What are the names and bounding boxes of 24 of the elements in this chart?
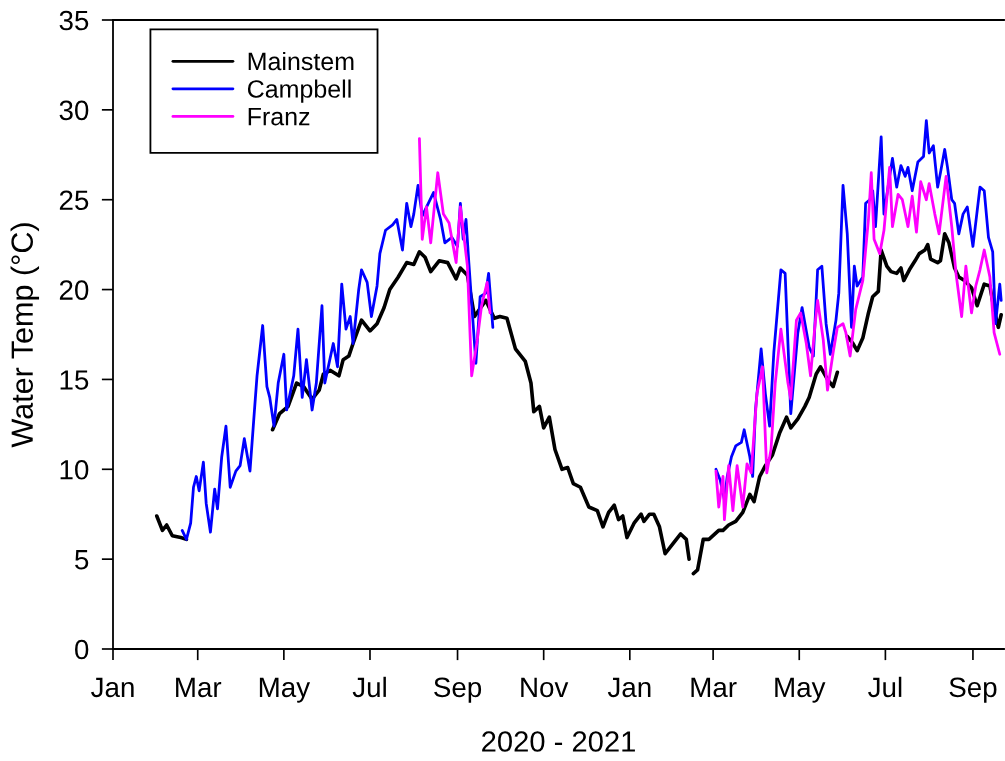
y-tick-label: 20 [59, 280, 89, 300]
x-axis-title: 2020 - 2021 [482, 731, 635, 752]
x-tick-label: Sep [949, 677, 997, 703]
x-tick-label: Jan [607, 677, 651, 698]
y-tick-label: 0 [75, 639, 89, 660]
x-tick-label: Sep [434, 677, 482, 703]
x-tick-label: Jul [352, 676, 386, 698]
x-tick-label: May [775, 677, 826, 703]
y-tick-label: 25 [59, 190, 89, 211]
legend-label: Campbell [247, 79, 351, 103]
y-tick-label: 35 [59, 10, 89, 31]
x-tick-label: Mar [176, 677, 222, 698]
x-tick-label: Jul [868, 676, 902, 698]
legend-label: Mainstem [248, 51, 354, 71]
y-axis-title: Water Temp (°C) [10, 223, 40, 448]
x-tick-label: Jan [91, 677, 134, 698]
x-tick-label: Mar [691, 677, 737, 698]
x-tick-label: Nov [521, 677, 569, 698]
y-tick-label: 30 [59, 100, 89, 121]
y-tick-label: 5 [75, 550, 89, 570]
x-tick-label: May [259, 677, 311, 703]
legend-label: Franz [248, 107, 310, 126]
y-tick-label: 15 [60, 370, 89, 390]
y-tick-label: 10 [60, 459, 89, 480]
